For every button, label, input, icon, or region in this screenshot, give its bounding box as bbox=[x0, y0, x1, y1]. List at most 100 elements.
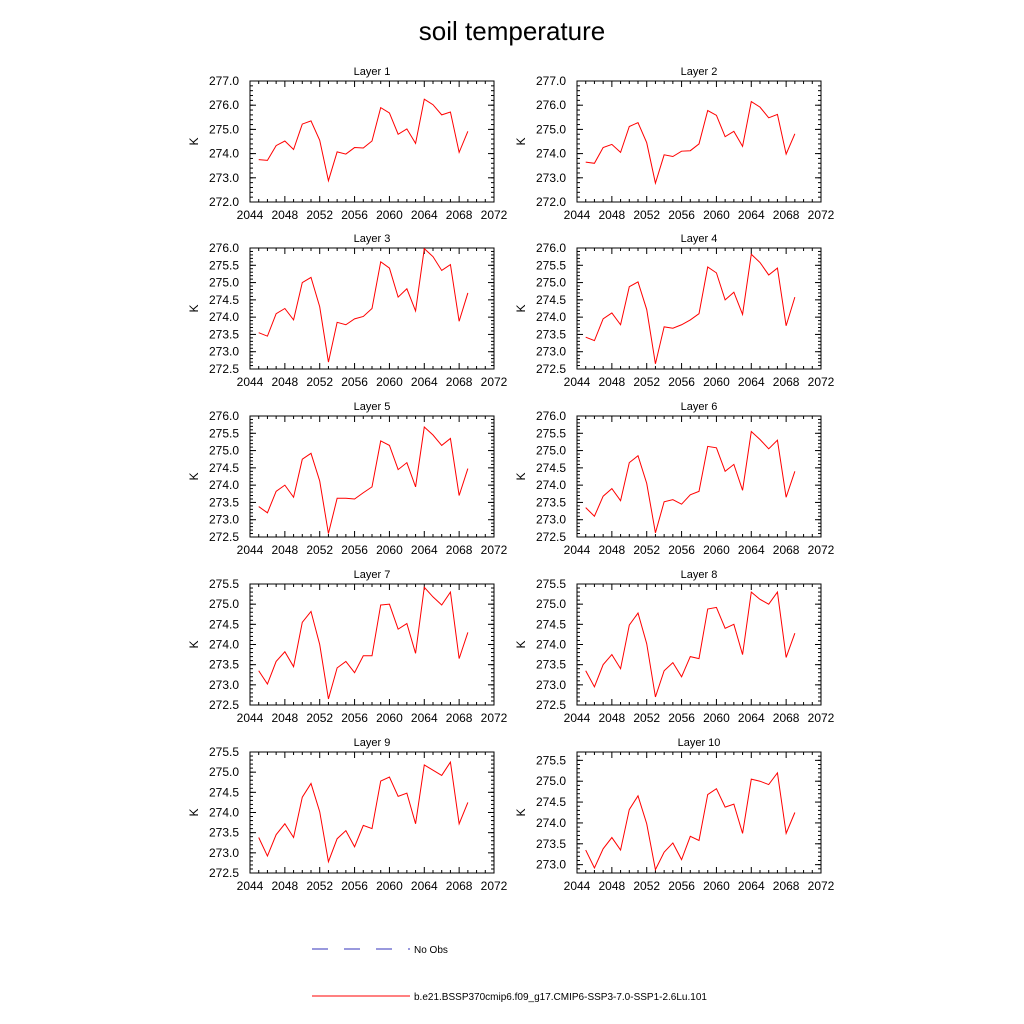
x-tick-label: 2072 bbox=[808, 711, 835, 725]
y-tick-label: 272.0 bbox=[209, 195, 239, 209]
x-tick-label: 2072 bbox=[481, 711, 508, 725]
legend-obs-label: No Obs bbox=[414, 945, 448, 956]
x-tick-label: 2064 bbox=[738, 879, 765, 893]
x-tick-label: 2044 bbox=[237, 711, 264, 725]
y-tick-label: 275.0 bbox=[536, 774, 566, 788]
y-tick-label: 274.5 bbox=[536, 461, 566, 475]
y-tick-label: 273.0 bbox=[536, 171, 566, 185]
panel-layer-8: Layer 8 K 2044 2048 2052 2056 2060 2064 2068 2072… bbox=[514, 569, 835, 725]
panel-title: Layer 8 bbox=[681, 569, 718, 581]
y-axis-label: K bbox=[187, 304, 201, 312]
panels-grid: Layer 1 K 2044 2048 2052 2056 2060 2064 2068 2072… bbox=[187, 66, 835, 893]
x-tick-label: 2044 bbox=[237, 543, 264, 557]
x-tick-label: 2044 bbox=[564, 879, 591, 893]
y-tick-label: 276.0 bbox=[209, 409, 239, 423]
y-tick-label: 272.5 bbox=[536, 698, 566, 712]
x-tick-label: 2052 bbox=[306, 711, 333, 725]
series-line bbox=[258, 98, 469, 183]
y-tick-label: 275.5 bbox=[536, 753, 566, 767]
x-tick-label: 2044 bbox=[564, 208, 591, 222]
x-tick-label: 2052 bbox=[633, 375, 660, 389]
x-tick-label: 2044 bbox=[564, 375, 591, 389]
y-tick-label: 273.5 bbox=[209, 495, 239, 509]
x-tick-label: 2060 bbox=[376, 543, 403, 557]
x-tick-label: 2064 bbox=[411, 879, 438, 893]
x-tick-label: 2072 bbox=[481, 879, 508, 893]
y-tick-label: 275.5 bbox=[536, 426, 566, 440]
x-tick-label: 2056 bbox=[668, 711, 695, 725]
y-tick-label: 273.5 bbox=[536, 327, 566, 341]
x-tick-label: 2060 bbox=[376, 375, 403, 389]
y-axis-label: K bbox=[514, 640, 528, 648]
y-tick-label: 272.5 bbox=[536, 530, 566, 544]
x-tick-label: 2064 bbox=[411, 375, 438, 389]
x-tick-label: 2068 bbox=[446, 375, 473, 389]
series-line bbox=[585, 100, 796, 186]
x-tick-label: 2060 bbox=[703, 879, 730, 893]
series-line bbox=[258, 586, 469, 700]
x-tick-label: 2056 bbox=[668, 375, 695, 389]
x-tick-label: 2072 bbox=[481, 208, 508, 222]
y-tick-label: 275.5 bbox=[209, 577, 239, 591]
series-line bbox=[258, 760, 469, 864]
x-tick-label: 2068 bbox=[773, 879, 800, 893]
x-tick-label: 2044 bbox=[237, 208, 264, 222]
x-tick-label: 2064 bbox=[411, 208, 438, 222]
y-tick-label: 275.0 bbox=[209, 765, 239, 779]
y-tick-label: 274.0 bbox=[536, 147, 566, 161]
x-tick-label: 2060 bbox=[703, 711, 730, 725]
x-tick-label: 2060 bbox=[376, 879, 403, 893]
y-tick-label: 275.5 bbox=[209, 258, 239, 272]
y-tick-label: 273.0 bbox=[536, 678, 566, 692]
x-tick-label: 2048 bbox=[599, 375, 626, 389]
y-tick-label: 274.5 bbox=[536, 617, 566, 631]
y-tick-label: 275.5 bbox=[536, 577, 566, 591]
y-tick-label: 275.0 bbox=[209, 597, 239, 611]
y-tick-label: 273.5 bbox=[536, 837, 566, 851]
y-tick-label: 272.5 bbox=[209, 866, 239, 880]
y-tick-label: 272.5 bbox=[536, 362, 566, 376]
x-tick-label: 2056 bbox=[341, 543, 368, 557]
y-tick-label: 275.0 bbox=[209, 276, 239, 290]
y-tick-label: 274.5 bbox=[536, 795, 566, 809]
x-tick-label: 2072 bbox=[808, 543, 835, 557]
x-tick-label: 2068 bbox=[773, 711, 800, 725]
x-tick-label: 2072 bbox=[808, 208, 835, 222]
x-tick-label: 2068 bbox=[446, 543, 473, 557]
y-tick-label: 273.5 bbox=[209, 327, 239, 341]
y-tick-label: 275.5 bbox=[209, 745, 239, 759]
legend: No Obs b.e21.BSSP370cmip6.f09_g17.CMIP6-… bbox=[312, 945, 707, 1003]
x-tick-label: 2072 bbox=[481, 375, 508, 389]
y-tick-label: 274.5 bbox=[209, 461, 239, 475]
x-tick-label: 2048 bbox=[272, 711, 299, 725]
y-tick-label: 273.0 bbox=[209, 171, 239, 185]
x-tick-label: 2048 bbox=[272, 375, 299, 389]
y-tick-label: 273.5 bbox=[536, 658, 566, 672]
panel-layer-3: Layer 3 K 2044 2048 2052 2056 2060 2064 2068 2072… bbox=[187, 233, 508, 389]
x-tick-label: 2068 bbox=[773, 375, 800, 389]
y-tick-label: 275.0 bbox=[536, 122, 566, 136]
y-tick-label: 276.0 bbox=[209, 98, 239, 112]
x-tick-label: 2052 bbox=[306, 879, 333, 893]
y-tick-label: 276.0 bbox=[209, 241, 239, 255]
y-tick-label: 273.0 bbox=[536, 345, 566, 359]
y-tick-label: 273.0 bbox=[209, 513, 239, 527]
x-tick-label: 2048 bbox=[599, 879, 626, 893]
x-tick-label: 2056 bbox=[668, 208, 695, 222]
panel-layer-9: Layer 9 K 2044 2048 2052 2056 2060 2064 2068 2072… bbox=[187, 737, 508, 893]
x-tick-label: 2048 bbox=[599, 208, 626, 222]
series-line bbox=[585, 590, 796, 698]
x-tick-label: 2056 bbox=[341, 208, 368, 222]
y-tick-label: 273.0 bbox=[209, 345, 239, 359]
y-tick-label: 272.0 bbox=[536, 195, 566, 209]
series-line bbox=[585, 430, 796, 533]
x-tick-label: 2068 bbox=[773, 543, 800, 557]
x-tick-label: 2060 bbox=[703, 208, 730, 222]
y-tick-label: 273.5 bbox=[209, 826, 239, 840]
y-tick-label: 275.5 bbox=[209, 426, 239, 440]
panel-layer-4: Layer 4 K 2044 2048 2052 2056 2060 2064 2068 2072… bbox=[514, 233, 835, 389]
y-tick-label: 274.0 bbox=[209, 806, 239, 820]
panel-title: Layer 4 bbox=[681, 233, 718, 245]
x-tick-label: 2044 bbox=[237, 375, 264, 389]
figure-title: soil temperature bbox=[419, 16, 605, 46]
